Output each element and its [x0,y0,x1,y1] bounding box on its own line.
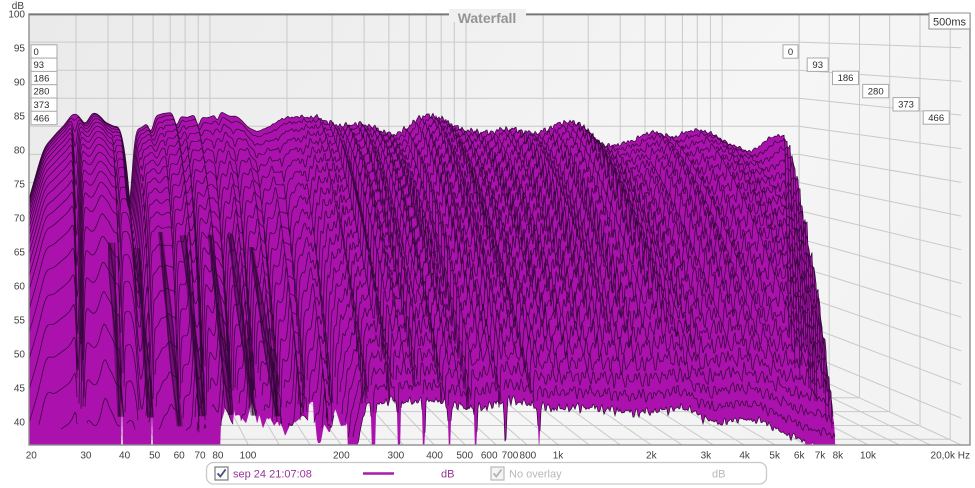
svg-text:85: 85 [14,112,26,123]
svg-text:dB: dB [441,469,454,481]
svg-text:70: 70 [14,214,26,225]
svg-text:0: 0 [788,47,793,58]
svg-text:100: 100 [240,451,257,462]
svg-text:6k: 6k [794,451,806,462]
svg-text:280: 280 [868,86,884,97]
svg-text:100: 100 [8,10,25,21]
svg-text:30: 30 [80,451,92,462]
svg-text:dB: dB [12,1,25,12]
svg-text:70: 70 [194,451,206,462]
svg-text:700: 700 [502,451,519,462]
svg-text:186: 186 [34,73,50,84]
svg-text:20: 20 [26,451,38,462]
svg-text:7k: 7k [815,451,827,462]
svg-text:0: 0 [34,47,39,58]
svg-text:60: 60 [174,451,186,462]
svg-text:5k: 5k [769,451,781,462]
svg-text:75: 75 [14,180,26,191]
svg-text:40: 40 [119,451,131,462]
svg-text:4k: 4k [739,451,751,462]
svg-text:20,0k Hz: 20,0k Hz [931,451,970,462]
svg-text:1k: 1k [553,451,565,462]
svg-text:Waterfall: Waterfall [458,10,517,26]
svg-text:280: 280 [34,87,50,98]
svg-text:50: 50 [14,350,26,361]
svg-text:186: 186 [838,73,854,84]
svg-text:93: 93 [812,60,823,71]
svg-text:8k: 8k [833,451,845,462]
svg-text:45: 45 [14,384,26,395]
svg-text:500ms: 500ms [933,17,967,29]
svg-text:300: 300 [388,451,405,462]
svg-text:466: 466 [928,113,944,124]
svg-text:dB: dB [712,469,725,481]
svg-text:No overlay: No overlay [509,469,562,481]
svg-text:200: 200 [333,451,350,462]
svg-text:55: 55 [14,316,26,327]
svg-text:600: 600 [481,451,498,462]
svg-text:65: 65 [14,248,26,259]
svg-text:90: 90 [14,78,26,89]
svg-text:800: 800 [520,451,537,462]
svg-text:93: 93 [34,60,45,71]
svg-text:80: 80 [14,146,26,157]
svg-text:500: 500 [456,451,473,462]
svg-text:466: 466 [34,113,50,124]
svg-text:373: 373 [34,100,50,111]
svg-text:80: 80 [212,451,224,462]
svg-text:10k: 10k [860,451,877,462]
svg-text:60: 60 [14,282,26,293]
svg-text:400: 400 [426,451,443,462]
svg-text:373: 373 [898,100,914,111]
svg-text:95: 95 [14,44,26,55]
svg-text:50: 50 [149,451,161,462]
svg-text:sep 24 21:07:08: sep 24 21:07:08 [233,469,312,481]
svg-text:40: 40 [14,418,26,429]
svg-text:3k: 3k [701,451,713,462]
svg-text:2k: 2k [646,451,658,462]
